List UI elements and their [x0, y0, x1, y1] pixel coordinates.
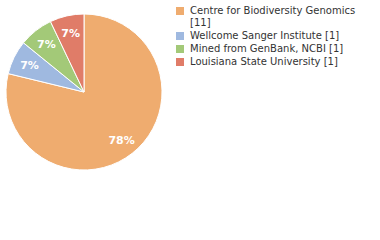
legend-entry: Centre for Biodiversity Genomics [11] — [176, 5, 356, 29]
legend-swatch — [176, 7, 184, 15]
slice-labels: 78% 7% 7% 7% — [20, 27, 135, 147]
legend-label: Mined from GenBank, NCBI [1] — [190, 43, 343, 54]
legend-entry: Louisiana State University [1] — [176, 56, 356, 68]
data-label: 7% — [61, 27, 80, 40]
legend-entry: Wellcome Sanger Institute [1] — [176, 30, 356, 42]
data-label: 78% — [108, 134, 134, 147]
legend-label: Wellcome Sanger Institute [1] — [190, 30, 339, 41]
legend-swatch — [176, 45, 184, 53]
legend-label: Louisiana State University [1] — [190, 56, 338, 67]
slice — [6, 14, 162, 170]
data-label: 7% — [37, 38, 56, 51]
data-label: 7% — [20, 59, 39, 72]
legend-swatch — [176, 58, 184, 66]
legend-label: Centre for Biodiversity Genomics [11] — [190, 5, 355, 28]
legend: Centre for Biodiversity Genomics [11] Wel… — [176, 5, 356, 69]
legend-entry: Mined from GenBank, NCBI [1] — [176, 43, 356, 55]
legend-swatch — [176, 32, 184, 40]
slices — [6, 14, 162, 170]
slice — [50, 14, 84, 92]
